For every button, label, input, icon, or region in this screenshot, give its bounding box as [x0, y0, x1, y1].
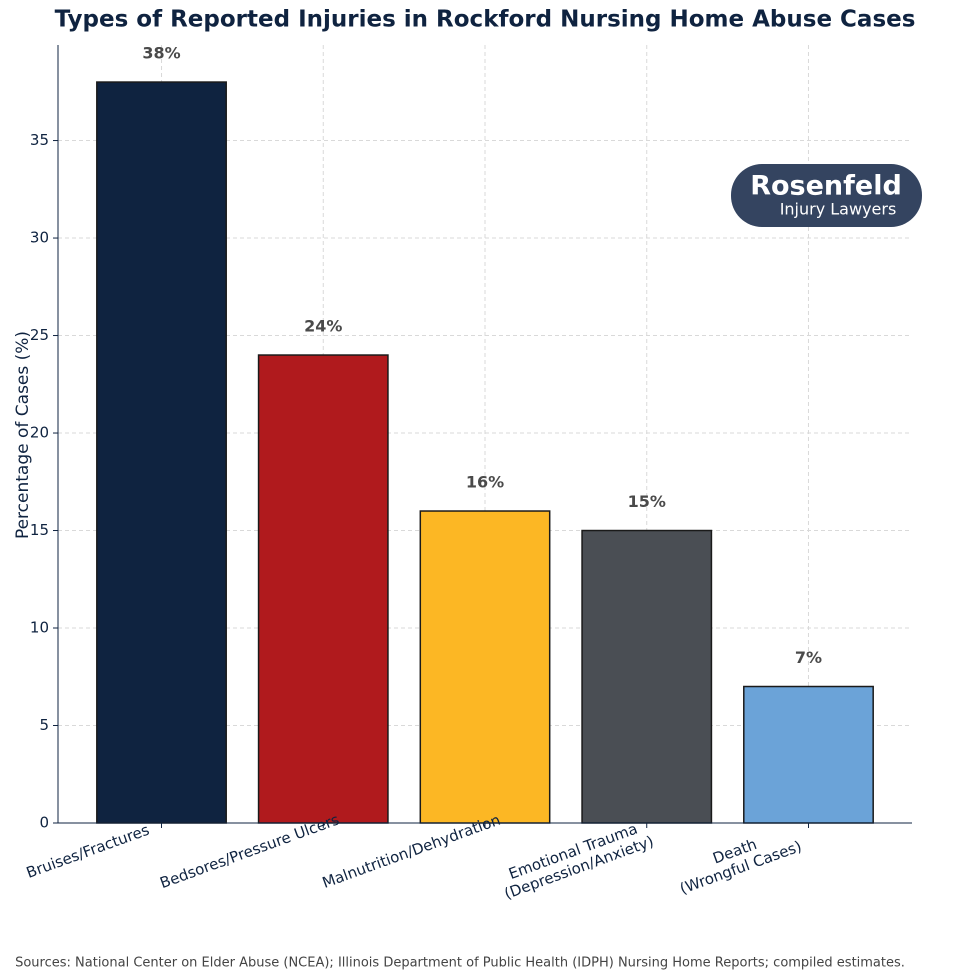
chart-title: Types of Reported Injuries in Rockford N… — [55, 7, 916, 33]
y-tick-label: 30 — [30, 229, 49, 247]
y-tick-label: 15 — [30, 521, 49, 539]
y-tick-label: 25 — [30, 326, 49, 344]
value-label: 15% — [628, 492, 666, 511]
x-tick-label: Emotional Trauma(Depression/Anxiety) — [496, 816, 656, 903]
source-note: Sources: National Center on Elder Abuse … — [15, 956, 905, 971]
bar — [581, 529, 713, 824]
y-tick-label: 10 — [30, 619, 49, 637]
value-label: 7% — [795, 648, 822, 667]
logo-name: Rosenfeld — [750, 171, 902, 202]
value-label: 38% — [142, 44, 180, 63]
bar — [257, 354, 389, 824]
value-label: 24% — [304, 317, 342, 336]
y-tick-label: 5 — [39, 716, 49, 734]
y-axis-label: Percentage of Cases (%) — [13, 331, 33, 539]
bar — [419, 510, 551, 824]
y-tick-label: 35 — [30, 131, 49, 149]
y-tick-label: 20 — [30, 424, 49, 442]
bar — [743, 685, 874, 824]
y-tick-label: 0 — [39, 814, 49, 832]
value-label: 16% — [466, 473, 504, 492]
logo-badge — [731, 164, 922, 227]
bar — [96, 81, 227, 824]
logo-subtitle: Injury Lawyers — [780, 200, 897, 219]
x-tick-label: Death(Wrongful Cases) — [671, 821, 803, 898]
